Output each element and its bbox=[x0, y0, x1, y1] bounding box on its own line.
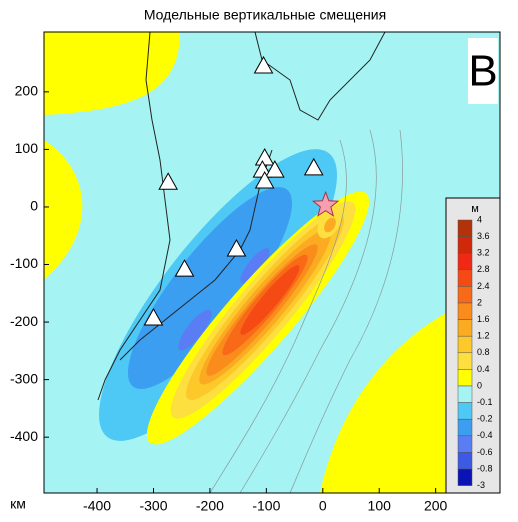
colorbar-swatch bbox=[457, 319, 473, 337]
colorbar-swatch bbox=[457, 335, 473, 354]
x-tick-label: 0 bbox=[319, 498, 327, 514]
station bbox=[253, 55, 274, 74]
station bbox=[264, 160, 285, 178]
colorbar-tick-label: 0 bbox=[477, 380, 482, 390]
colorbar-swatch bbox=[457, 286, 473, 304]
y-tick-label: -200 bbox=[10, 313, 38, 329]
station bbox=[174, 259, 195, 277]
contour-fill bbox=[240, 248, 270, 284]
colorbar-swatch bbox=[457, 252, 473, 271]
y-tick-label: 100 bbox=[15, 140, 39, 156]
chart-title: Модельные вертикальные смещения bbox=[144, 7, 386, 23]
colorbar-swatch bbox=[457, 385, 473, 403]
colorbar-swatch bbox=[457, 452, 473, 470]
contour-fill bbox=[240, 265, 300, 335]
contour-fill bbox=[324, 217, 336, 233]
x-tick-label: -200 bbox=[196, 498, 224, 514]
contour-fill bbox=[127, 187, 293, 389]
station bbox=[254, 171, 275, 189]
bathymetry bbox=[209, 129, 403, 493]
colorbar-swatch bbox=[457, 219, 473, 237]
y-tick-label: -100 bbox=[10, 255, 38, 271]
colorbar-tick-label: 1.6 bbox=[477, 314, 490, 324]
colorbar-tick-label: -0.4 bbox=[477, 430, 493, 440]
colorbar-tick-label: 3.6 bbox=[477, 231, 490, 241]
colorbar-tick-label: 2.8 bbox=[477, 264, 490, 274]
y-tick-label: -300 bbox=[10, 370, 38, 386]
y-tick-label: 200 bbox=[15, 83, 39, 99]
colorbar-tick-label: -0.1 bbox=[477, 397, 493, 407]
colorbar-tick-label: 3.2 bbox=[477, 248, 490, 258]
station bbox=[158, 172, 179, 190]
colorbar-tick-label: -0.6 bbox=[477, 447, 493, 457]
epicenter bbox=[311, 190, 340, 217]
positive-region bbox=[44, 32, 180, 115]
colorbar-box bbox=[445, 197, 501, 494]
positive-region bbox=[44, 140, 83, 280]
colorbar-tick-label: 0.8 bbox=[477, 347, 490, 357]
colorbar-swatch bbox=[457, 468, 473, 486]
panel-label: B bbox=[468, 47, 497, 96]
colorbar-swatch bbox=[457, 402, 473, 420]
contour-fill bbox=[178, 309, 212, 351]
colorbar-tick-label: 2.4 bbox=[477, 281, 490, 291]
colorbar-tick-label: -0.2 bbox=[477, 414, 493, 424]
x-tick-label: -100 bbox=[252, 498, 280, 514]
colorbar-tick-label: 1.2 bbox=[477, 331, 490, 341]
station bbox=[226, 238, 247, 257]
colorbar-tick-label: 2 bbox=[477, 297, 482, 307]
colorbar-swatch bbox=[457, 435, 473, 453]
x-tick-label: -300 bbox=[139, 498, 167, 514]
station bbox=[143, 308, 164, 326]
station bbox=[303, 157, 324, 176]
y-tick-label: -400 bbox=[10, 428, 38, 444]
y-tick-label: 0 bbox=[30, 198, 38, 214]
colorbar-swatch bbox=[457, 352, 473, 370]
displacement-field bbox=[44, 32, 500, 493]
colorbar-swatch bbox=[457, 418, 473, 437]
colorbar-tick-label: 4 bbox=[477, 214, 482, 224]
colorbar-tick-label: -0.8 bbox=[477, 463, 493, 473]
x-tick-label: -400 bbox=[83, 498, 111, 514]
x-tick-label: 200 bbox=[424, 498, 448, 514]
x-axis-label: км bbox=[10, 496, 26, 512]
colorbar-swatch bbox=[457, 369, 473, 387]
colorbar-tick-label: -3 bbox=[477, 480, 485, 490]
colorbar-swatch bbox=[457, 302, 473, 320]
panel-label-box bbox=[468, 38, 498, 104]
colorbar-tick-label: 0.4 bbox=[477, 364, 490, 374]
colorbar-swatch bbox=[457, 269, 473, 287]
colorbar-swatch bbox=[457, 236, 473, 254]
colorbar-label: м bbox=[471, 203, 479, 215]
x-tick-label: 100 bbox=[368, 498, 392, 514]
